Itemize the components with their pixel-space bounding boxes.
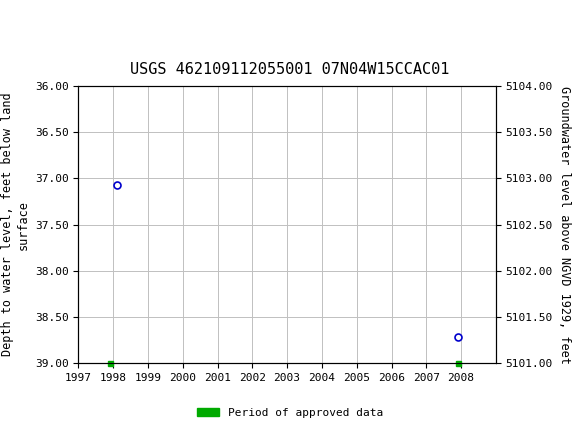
Text: USGS 462109112055001 07N04W15CCAC01: USGS 462109112055001 07N04W15CCAC01	[130, 62, 450, 77]
Text: ≣USGS: ≣USGS	[10, 12, 65, 29]
Y-axis label: Depth to water level, feet below land
surface: Depth to water level, feet below land su…	[1, 93, 29, 356]
Bar	[107, 361, 113, 366]
Legend: Period of approved data: Period of approved data	[193, 403, 387, 422]
Bar	[455, 361, 461, 366]
Y-axis label: Groundwater level above NGVD 1929, feet: Groundwater level above NGVD 1929, feet	[559, 86, 571, 364]
